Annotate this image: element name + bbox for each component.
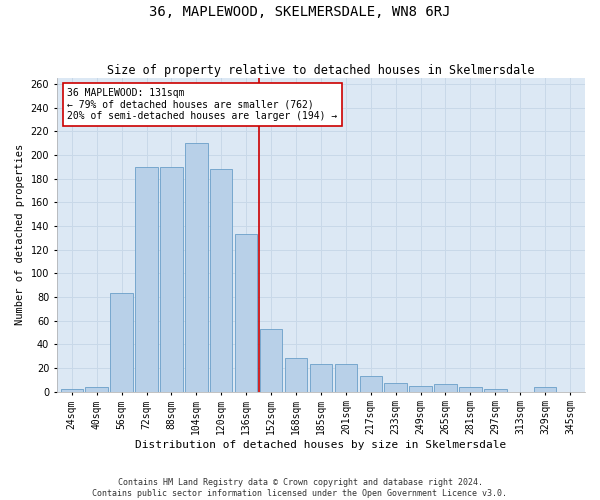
Bar	[235, 234, 257, 392]
Bar	[310, 364, 332, 392]
Bar	[135, 167, 158, 392]
Text: 36 MAPLEWOOD: 131sqm
← 79% of detached houses are smaller (762)
20% of semi-deta: 36 MAPLEWOOD: 131sqm ← 79% of detached h…	[67, 88, 338, 121]
Bar	[459, 387, 482, 392]
Bar	[61, 389, 83, 392]
Bar	[85, 387, 108, 392]
Y-axis label: Number of detached properties: Number of detached properties	[15, 144, 25, 326]
Bar	[160, 167, 182, 392]
Bar	[260, 329, 282, 392]
Bar	[359, 376, 382, 392]
Bar	[110, 294, 133, 392]
Bar	[210, 169, 232, 392]
Bar	[434, 384, 457, 392]
Title: Size of property relative to detached houses in Skelmersdale: Size of property relative to detached ho…	[107, 64, 535, 77]
Bar	[185, 143, 208, 392]
Bar	[385, 384, 407, 392]
Bar	[409, 386, 432, 392]
Bar	[484, 389, 506, 392]
Bar	[534, 387, 556, 392]
X-axis label: Distribution of detached houses by size in Skelmersdale: Distribution of detached houses by size …	[135, 440, 506, 450]
Text: Contains HM Land Registry data © Crown copyright and database right 2024.
Contai: Contains HM Land Registry data © Crown c…	[92, 478, 508, 498]
Bar	[335, 364, 357, 392]
Text: 36, MAPLEWOOD, SKELMERSDALE, WN8 6RJ: 36, MAPLEWOOD, SKELMERSDALE, WN8 6RJ	[149, 5, 451, 19]
Bar	[285, 358, 307, 392]
